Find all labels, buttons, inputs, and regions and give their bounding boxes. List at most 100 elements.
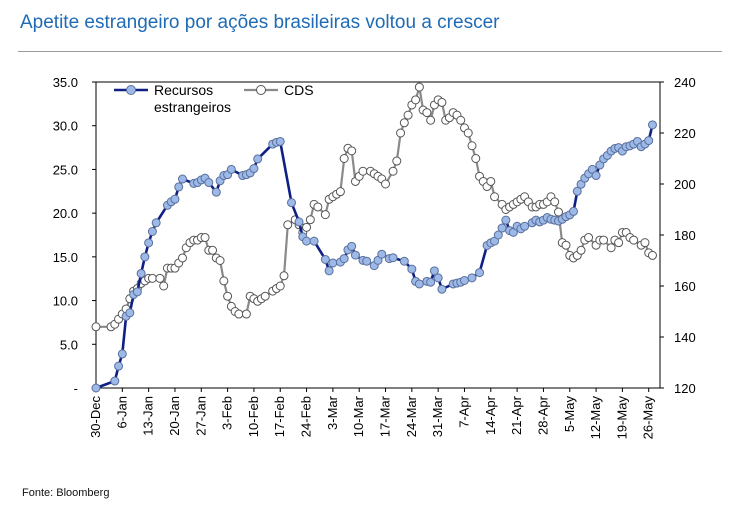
x-tick-label: 27-Jan — [193, 396, 208, 436]
data-point-recursos-estrangeiros — [275, 136, 285, 146]
data-point-recursos-estrangeiros — [377, 249, 387, 259]
data-point-recursos-estrangeiros — [388, 253, 398, 263]
y-left-tick-label: - — [74, 381, 78, 396]
data-point-recursos-estrangeiros — [117, 349, 127, 359]
data-point-cds — [215, 256, 225, 265]
data-point-cds — [392, 156, 402, 166]
data-point-recursos-estrangeiros — [399, 256, 409, 266]
x-tick-label: 24-Feb — [299, 396, 314, 437]
data-point-cds — [463, 128, 473, 138]
data-point-recursos-estrangeiros — [211, 187, 221, 197]
y-right-tick-label: 140 — [674, 330, 696, 345]
data-point-cds — [155, 273, 165, 283]
data-point-recursos-estrangeiros — [226, 164, 236, 174]
x-tick-label: 24-Mar — [404, 395, 419, 437]
data-point-recursos-estrangeiros — [647, 120, 657, 130]
data-point-recursos-estrangeiros — [144, 238, 154, 248]
data-point-recursos-estrangeiros — [249, 164, 259, 174]
data-point-recursos-estrangeiros — [429, 266, 439, 276]
data-point-cds — [335, 187, 345, 197]
data-point-recursos-estrangeiros — [644, 136, 654, 146]
data-point-cds — [358, 166, 368, 176]
data-point-recursos-estrangeiros — [132, 287, 142, 297]
x-tick-label: 31-Mar — [430, 395, 445, 437]
x-tick-label: 7-Apr — [456, 395, 471, 427]
data-point-cds — [302, 222, 312, 232]
data-point-cds — [471, 154, 481, 163]
y-right-tick-label: 120 — [674, 381, 696, 396]
data-point-recursos-estrangeiros — [320, 254, 330, 264]
data-point-recursos-estrangeiros — [437, 284, 447, 294]
data-point-recursos-estrangeiros — [114, 361, 124, 371]
data-point-recursos-estrangeiros — [253, 154, 263, 164]
legend-label-cds: CDS — [284, 82, 314, 98]
data-point-recursos-estrangeiros — [572, 186, 582, 196]
data-point-recursos-estrangeiros — [170, 194, 180, 204]
data-point-cds — [283, 220, 293, 230]
x-tick-label: 6-Jan — [114, 396, 129, 429]
data-point-recursos-estrangeiros — [328, 258, 338, 268]
legend-label-line: estrangeiros — [154, 99, 231, 115]
data-point-cds — [241, 309, 251, 319]
data-point-recursos-estrangeiros — [287, 198, 297, 208]
data-point-cds — [381, 179, 391, 189]
legend-marker-cds — [256, 85, 266, 95]
data-point-recursos-estrangeiros — [294, 217, 304, 227]
data-point-recursos-estrangeiros — [125, 308, 135, 318]
data-point-cds — [422, 108, 432, 118]
data-point-cds — [347, 146, 357, 156]
y-left-tick-label: 15.0 — [53, 250, 78, 265]
chart-title: Apetite estrangeiro por ações brasileira… — [20, 12, 500, 33]
data-point-recursos-estrangeiros — [151, 218, 161, 228]
data-point-recursos-estrangeiros — [347, 241, 357, 251]
data-point-recursos-estrangeiros — [302, 236, 312, 246]
data-point-recursos-estrangeiros — [493, 230, 503, 240]
x-tick-label: 13-Jan — [141, 396, 156, 436]
data-point-cds — [320, 210, 330, 220]
data-point-recursos-estrangeiros — [91, 383, 101, 393]
data-point-cds — [339, 154, 349, 163]
data-point-cds — [647, 250, 657, 260]
data-point-cds — [305, 215, 315, 225]
y-right-tick-label: 160 — [674, 279, 696, 294]
x-tick-label: 14-Apr — [483, 395, 498, 435]
data-point-recursos-estrangeiros — [497, 223, 507, 233]
x-tick-label: 26-May — [641, 396, 656, 440]
data-point-cds — [629, 235, 639, 245]
data-point-recursos-estrangeiros — [433, 273, 443, 283]
title-divider — [18, 51, 722, 52]
data-point-cds — [486, 176, 496, 186]
data-point-recursos-estrangeiros — [414, 279, 424, 289]
data-point-cds — [561, 240, 571, 250]
y-right-tick-label: 180 — [674, 228, 696, 243]
legend-label-line: Recursos — [154, 82, 213, 98]
y-right-tick-label: 220 — [674, 126, 696, 141]
data-point-cds — [388, 166, 398, 176]
data-point-cds — [553, 207, 563, 217]
data-point-cds — [437, 97, 447, 107]
axes: - 5.0 10.0 15.0 20.0 25.0 30.0 35.0 120 140 160 180… — [53, 75, 696, 439]
data-point-recursos-estrangeiros — [459, 275, 469, 285]
series-layer — [91, 82, 657, 393]
x-tick-label: 5-May — [562, 396, 577, 433]
x-tick-label: 21-Apr — [509, 395, 524, 435]
data-point-cds — [208, 245, 218, 255]
y-left-tick-label: 25.0 — [53, 162, 78, 177]
data-point-cds — [91, 322, 101, 332]
data-point-recursos-estrangeiros — [324, 266, 334, 276]
data-point-cds — [200, 233, 210, 243]
data-point-cds — [584, 233, 594, 243]
data-point-recursos-estrangeiros — [467, 273, 477, 283]
data-point-cds — [219, 276, 229, 286]
data-point-cds — [414, 82, 424, 92]
data-point-recursos-estrangeiros — [426, 277, 436, 287]
data-point-cds — [234, 309, 244, 319]
data-point-cds — [159, 281, 169, 291]
data-point-cds — [550, 197, 560, 207]
x-tick-label: 17-Feb — [272, 396, 287, 437]
data-point-cds — [147, 273, 157, 283]
data-point-cds — [279, 271, 289, 281]
data-point-recursos-estrangeiros — [520, 221, 530, 231]
data-point-cds — [275, 281, 285, 291]
